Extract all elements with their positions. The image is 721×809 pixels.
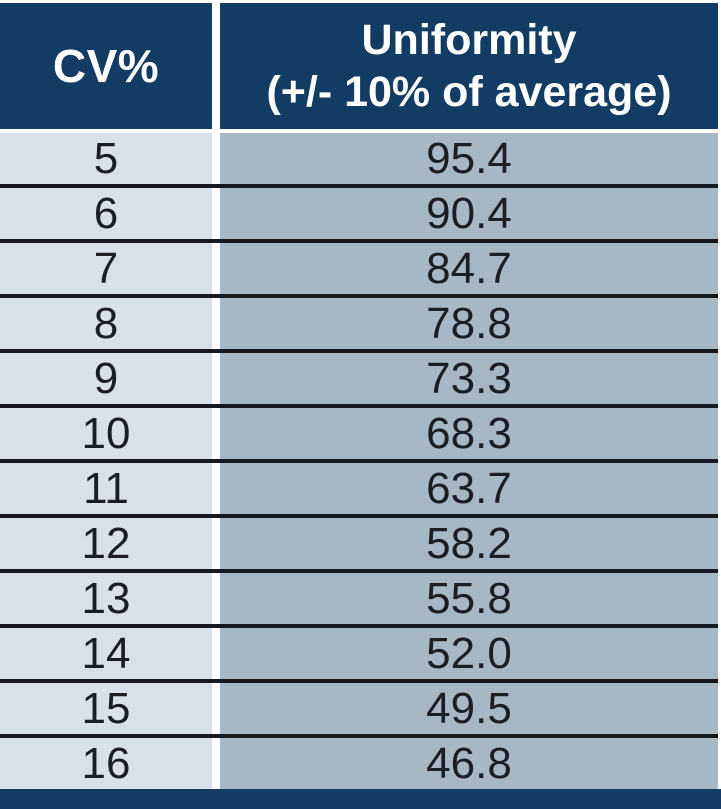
column-gutter bbox=[212, 518, 220, 569]
column-gutter bbox=[212, 188, 220, 239]
cv-cell: 14 bbox=[0, 628, 212, 679]
uniformity-cell: 49.5 bbox=[220, 683, 718, 734]
table-header-row: CV% Uniformity (+/- 10% of average) bbox=[0, 3, 718, 129]
table-row: 16 46.8 bbox=[0, 738, 718, 789]
column-gutter bbox=[212, 408, 220, 459]
table-row: 8 78.8 bbox=[0, 298, 718, 353]
cv-cell: 10 bbox=[0, 408, 212, 459]
header-body-divider bbox=[0, 129, 718, 133]
column-gutter bbox=[212, 573, 220, 624]
cv-cell: 7 bbox=[0, 243, 212, 294]
column-gutter bbox=[212, 353, 220, 404]
uniformity-cell: 46.8 bbox=[220, 738, 718, 789]
table-body: 5 95.4 6 90.4 7 84.7 8 78.8 9 73.3 10 68… bbox=[0, 133, 718, 789]
table-row: 12 58.2 bbox=[0, 518, 718, 573]
uniformity-cell: 58.2 bbox=[220, 518, 718, 569]
uniformity-cell: 55.8 bbox=[220, 573, 718, 624]
cv-cell: 6 bbox=[0, 188, 212, 239]
footer-bar bbox=[0, 789, 721, 809]
uniformity-cell: 73.3 bbox=[220, 353, 718, 404]
table-row: 15 49.5 bbox=[0, 683, 718, 738]
table-row: 9 73.3 bbox=[0, 353, 718, 408]
header-cell-cv: CV% bbox=[0, 3, 212, 129]
column-gutter bbox=[212, 628, 220, 679]
table-row: 10 68.3 bbox=[0, 408, 718, 463]
uniformity-cell: 63.7 bbox=[220, 463, 718, 514]
table: CV% Uniformity (+/- 10% of average) 5 95… bbox=[0, 3, 718, 789]
cv-cell: 9 bbox=[0, 353, 212, 404]
cv-cell: 16 bbox=[0, 738, 212, 789]
cv-cell: 11 bbox=[0, 463, 212, 514]
table-row: 7 84.7 bbox=[0, 243, 718, 298]
column-gutter bbox=[212, 738, 220, 789]
header-cell-uniformity: Uniformity (+/- 10% of average) bbox=[220, 3, 718, 129]
table-row: 5 95.4 bbox=[0, 133, 718, 188]
header-uniformity-sublabel: (+/- 10% of average) bbox=[266, 68, 672, 116]
column-gutter bbox=[212, 133, 220, 184]
uniformity-cell: 52.0 bbox=[220, 628, 718, 679]
cv-cell: 13 bbox=[0, 573, 212, 624]
uniformity-cell: 95.4 bbox=[220, 133, 718, 184]
table-row: 13 55.8 bbox=[0, 573, 718, 628]
header-uniformity-label: Uniformity bbox=[361, 16, 577, 64]
uniformity-cell: 90.4 bbox=[220, 188, 718, 239]
cv-cell: 12 bbox=[0, 518, 212, 569]
table-row: 14 52.0 bbox=[0, 628, 718, 683]
column-gutter bbox=[212, 463, 220, 514]
uniformity-cell: 78.8 bbox=[220, 298, 718, 349]
cv-cell: 8 bbox=[0, 298, 212, 349]
uniformity-cell: 68.3 bbox=[220, 408, 718, 459]
column-gutter bbox=[212, 298, 220, 349]
column-gutter bbox=[212, 243, 220, 294]
cv-cell: 5 bbox=[0, 133, 212, 184]
table-row: 6 90.4 bbox=[0, 188, 718, 243]
column-gutter bbox=[212, 683, 220, 734]
cv-cell: 15 bbox=[0, 683, 212, 734]
uniformity-cell: 84.7 bbox=[220, 243, 718, 294]
table-row: 11 63.7 bbox=[0, 463, 718, 518]
column-gutter bbox=[212, 3, 220, 129]
